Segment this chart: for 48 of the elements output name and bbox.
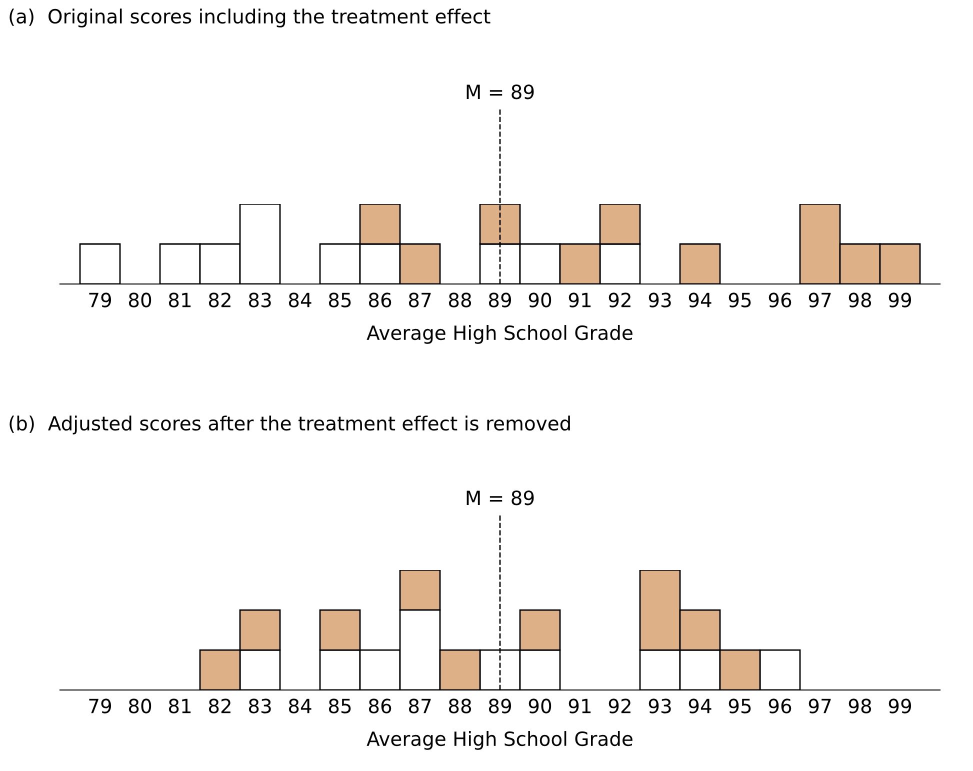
x-tick-label: 97 [808,698,831,714]
x-tick-label: 94 [688,292,712,308]
x-tick-label: 99 [888,292,912,308]
x-tick-label: 95 [728,292,751,308]
x-tick-label: 79 [89,698,112,714]
x-tick-label: 90 [528,698,552,714]
x-tick-label: 99 [888,698,912,714]
x-tick-label: 94 [688,698,712,714]
x-tick-label: 86 [368,292,392,308]
chart-title: (b) Adjusted scores after the treatment effect is removed [10,416,570,434]
x-tick-label: 89 [488,292,512,308]
x-tick-label: 86 [368,698,392,714]
ref-line-label: M = 89 [466,84,534,100]
ref-line-label: M = 89 [466,490,534,506]
x-tick-label: 85 [328,698,351,714]
x-tick-label: 92 [608,698,630,714]
x-tick-label: 93 [648,698,671,714]
x-tick-label: 96 [768,292,792,308]
x-tick-label: 87 [408,698,431,714]
x-tick-label: 81 [168,698,191,714]
x-tick-label: 80 [128,292,152,308]
x-tick-label: 98 [848,698,872,714]
x-tick-label: 84 [288,292,312,308]
x-tick-label: 83 [248,698,271,714]
x-axis-title: Average High School Grade [366,325,632,344]
x-tick-label: 88 [448,698,472,714]
x-tick-label: 98 [848,292,872,308]
x-tick-label: 88 [448,292,472,308]
x-tick-label: 82 [208,698,230,714]
x-tick-label: 79 [89,292,112,308]
x-tick-label: 96 [768,698,792,714]
x-tick-label: 93 [648,292,671,308]
x-tick-label: 82 [208,292,230,308]
x-tick-label: 84 [288,698,312,714]
x-tick-label: 91 [568,698,591,714]
x-tick-label: 87 [408,292,431,308]
x-tick-label: 83 [248,292,271,308]
x-axis-title: Average High School Grade [366,731,632,750]
x-tick-label: 81 [168,292,191,308]
chart-title: (a) Original scores including the treatment effect [10,8,490,28]
x-tick-label: 85 [328,292,351,308]
x-tick-label: 91 [568,292,591,308]
x-tick-label: 89 [488,698,512,714]
x-tick-label: 92 [608,292,630,308]
x-tick-label: 90 [528,292,552,308]
x-tick-label: 97 [808,292,831,308]
x-tick-label: 95 [728,698,751,714]
x-tick-label: 80 [128,698,152,714]
